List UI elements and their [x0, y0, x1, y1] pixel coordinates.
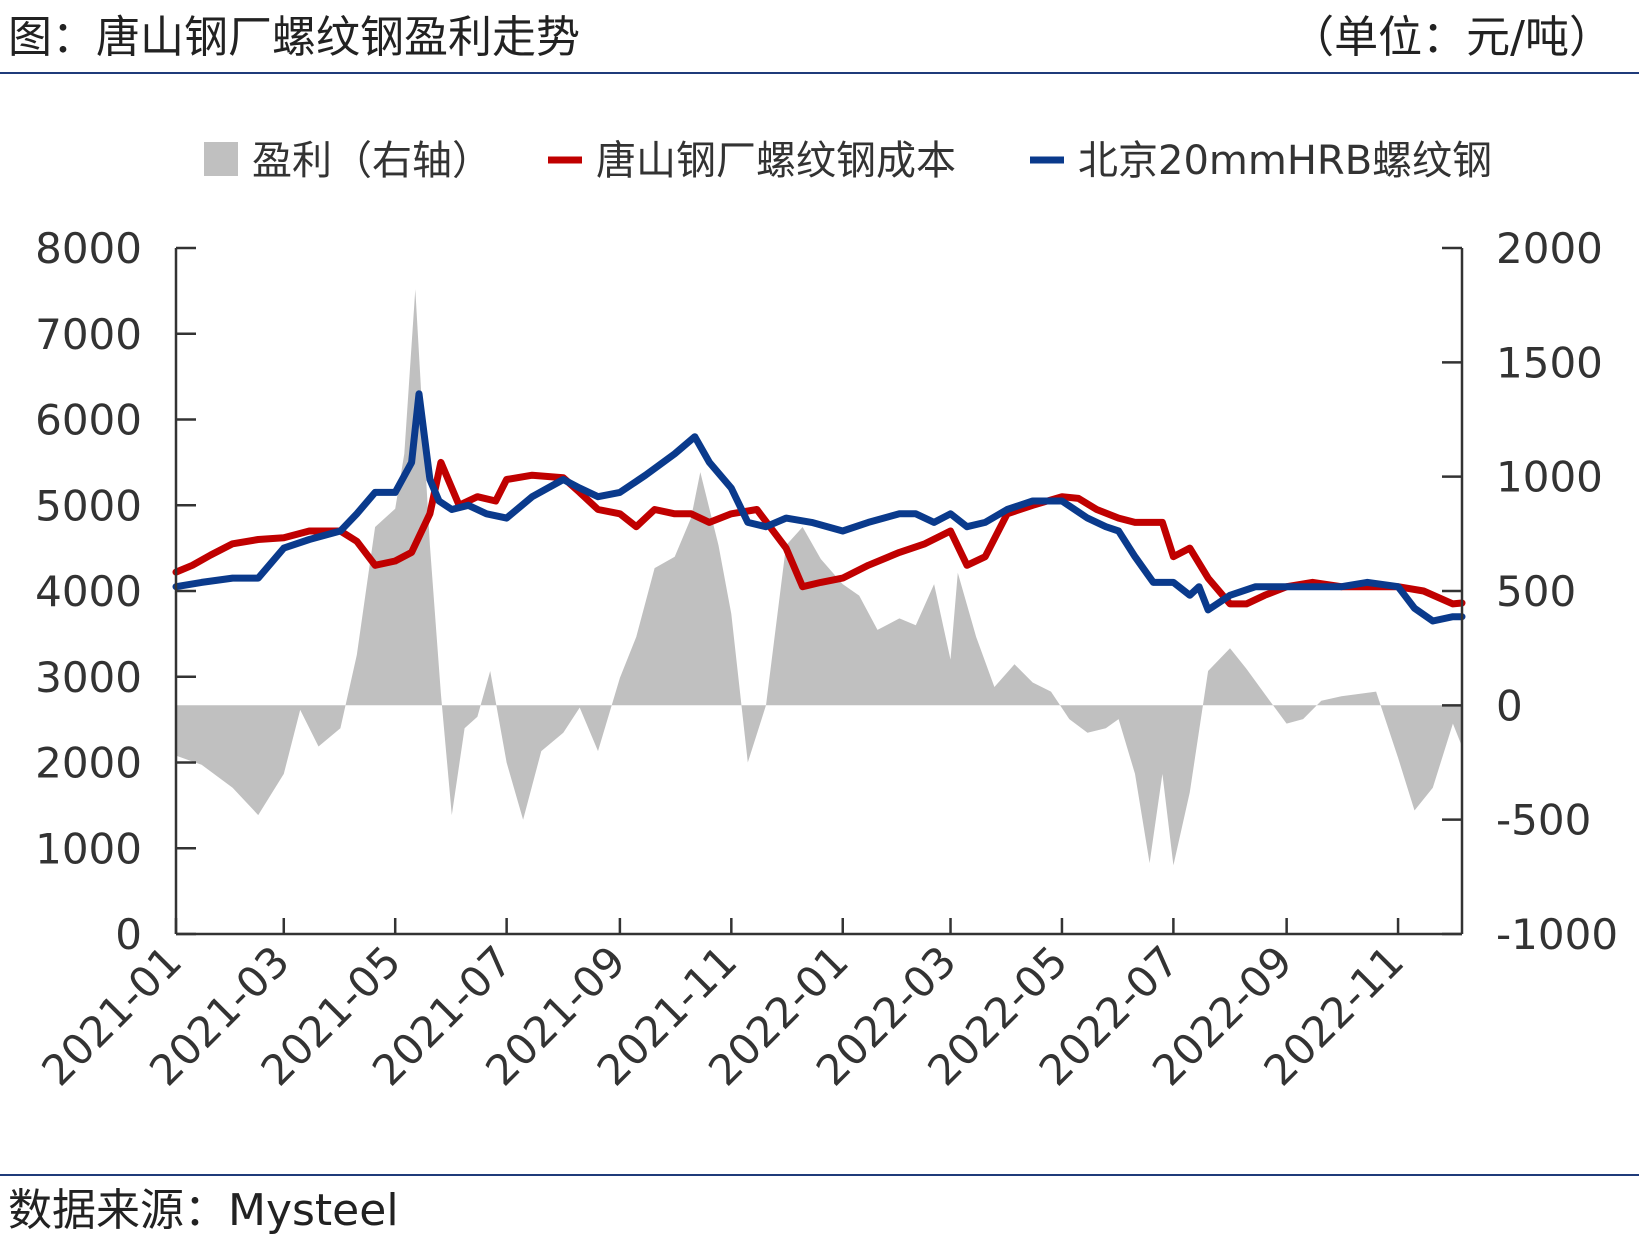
price-line	[172, 390, 1466, 625]
left-tick-label: 1000	[35, 824, 142, 873]
left-tick-label: 6000	[35, 396, 142, 445]
right-tick-label: 2000	[1496, 224, 1603, 273]
left-tick-label: 0	[115, 910, 142, 959]
legend-cost-label: 唐山钢厂螺纹钢成本	[596, 138, 956, 184]
right-tick-label: 1000	[1496, 453, 1603, 502]
legend-profit-label: 盈利（右轴）	[252, 138, 492, 184]
left-tick-label: 5000	[35, 481, 142, 530]
right-tick-label: 1500	[1496, 338, 1603, 387]
right-tick-label: 0	[1496, 681, 1523, 730]
top-rule	[0, 72, 1639, 74]
right-tick-label: -500	[1496, 796, 1591, 845]
right-tick-label: -1000	[1496, 910, 1618, 959]
legend: 盈利（右轴） 唐山钢厂螺纹钢成本 北京20mmHRB螺纹钢	[204, 138, 1492, 184]
left-tick-label: 8000	[35, 224, 142, 273]
left-tick-label: 7000	[35, 310, 142, 359]
bottom-rule	[0, 1174, 1639, 1176]
left-tick-label: 4000	[35, 567, 142, 616]
legend-profit-swatch	[204, 142, 238, 176]
chart-title: 图：唐山钢厂螺纹钢盈利走势	[8, 12, 580, 63]
profit-area	[176, 289, 1462, 866]
left-tick-label: 2000	[35, 739, 142, 788]
legend-price-label: 北京20mmHRB螺纹钢	[1078, 138, 1492, 184]
right-tick-label: 500	[1496, 567, 1576, 616]
left-tick-label: 3000	[35, 653, 142, 702]
source-note: 数据来源：Mysteel	[8, 1185, 399, 1236]
unit-label: （单位：元/吨）	[1290, 12, 1613, 63]
